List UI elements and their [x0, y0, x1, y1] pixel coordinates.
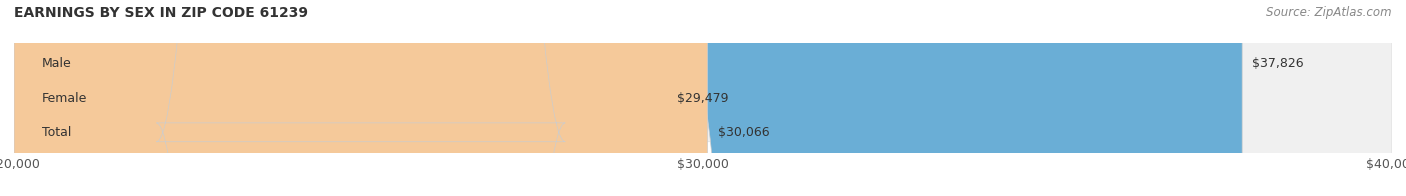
FancyBboxPatch shape	[14, 0, 1392, 196]
Text: $30,066: $30,066	[718, 126, 769, 139]
FancyBboxPatch shape	[14, 0, 1241, 196]
FancyBboxPatch shape	[14, 0, 1392, 196]
Text: Male: Male	[42, 57, 72, 70]
FancyBboxPatch shape	[14, 0, 1392, 196]
Text: $29,479: $29,479	[678, 92, 728, 104]
FancyBboxPatch shape	[14, 0, 666, 196]
Text: $37,826: $37,826	[1253, 57, 1305, 70]
Text: Total: Total	[42, 126, 70, 139]
Text: Female: Female	[42, 92, 87, 104]
FancyBboxPatch shape	[14, 0, 707, 196]
Text: Source: ZipAtlas.com: Source: ZipAtlas.com	[1267, 6, 1392, 19]
Text: EARNINGS BY SEX IN ZIP CODE 61239: EARNINGS BY SEX IN ZIP CODE 61239	[14, 6, 308, 20]
